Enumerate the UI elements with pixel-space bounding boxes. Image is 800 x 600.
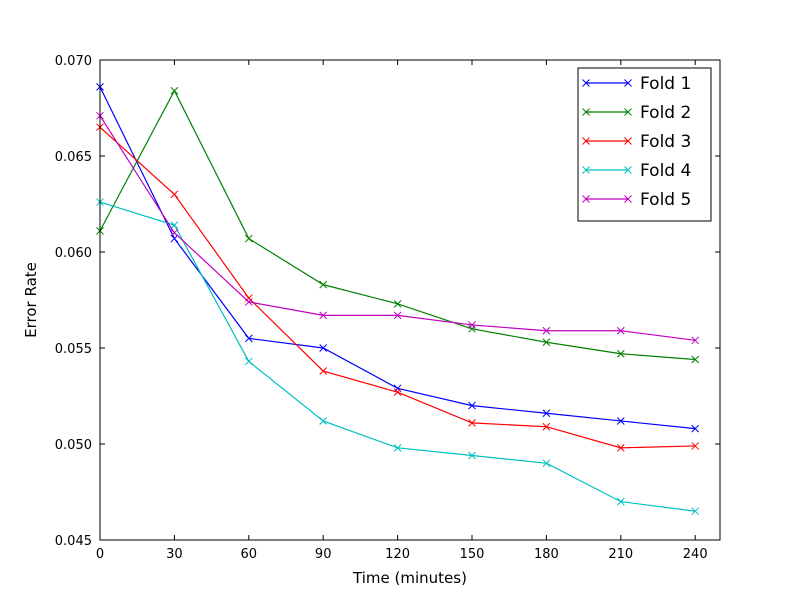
y-tick-label: 0.055: [55, 342, 92, 357]
legend-marker: [624, 79, 632, 87]
legend-marker: [582, 108, 590, 116]
data-point: [244, 357, 253, 366]
legend-entry: Fold 2: [582, 103, 691, 123]
legend-entry: Fold 3: [582, 132, 691, 152]
y-tick-label: 0.070: [55, 54, 92, 69]
legend-marker: [582, 137, 590, 145]
legend-label: Fold 3: [640, 132, 691, 152]
legend: Fold 1 Fold 2 Fold 3 Fold 4 Fold 5: [577, 67, 712, 222]
data-point: [393, 443, 402, 452]
data-point: [468, 419, 476, 427]
legend-entry: Fold 5: [582, 190, 691, 210]
data-point: [393, 384, 402, 393]
data-point: [468, 321, 476, 329]
data-point: [319, 417, 328, 425]
y-tick-label: 0.045: [55, 534, 92, 549]
data-point: [170, 221, 179, 229]
series-1: [96, 83, 700, 433]
x-tick-label: 150: [460, 547, 485, 562]
x-tick-label: 180: [534, 547, 559, 562]
legend-marker: [624, 166, 632, 174]
data-point: [468, 324, 476, 333]
data-point: [170, 228, 179, 237]
series-line: [99, 201, 696, 512]
series-4: [96, 198, 700, 516]
legend-label: Fold 4: [640, 161, 691, 181]
data-point: [691, 507, 700, 516]
series-3: [96, 123, 700, 452]
x-axis: 0 30 60 90 120 150 180 210 240: [96, 60, 708, 562]
data-point: [393, 299, 402, 308]
data-point: [616, 497, 625, 506]
x-tick-label: 30: [166, 547, 183, 562]
data-point: [170, 234, 179, 243]
data-point: [393, 311, 402, 320]
legend-label: Fold 5: [640, 190, 691, 210]
data-point: [468, 401, 476, 410]
data-point: [319, 367, 328, 375]
x-tick-label: 120: [385, 547, 410, 562]
y-axis: 0.045 0.050 0.055 0.060 0.065 0.070: [55, 54, 720, 549]
legend-entry: Fold 1: [582, 74, 691, 94]
data-point: [319, 344, 328, 352]
legend-label: Fold 1: [640, 74, 691, 94]
legend-label: Fold 2: [640, 103, 691, 123]
data-point: [542, 422, 551, 431]
data-point: [691, 442, 700, 450]
legend-marker: [582, 195, 590, 203]
data-point: [244, 294, 253, 302]
data-point: [542, 326, 551, 335]
plot-frame: [99, 59, 721, 541]
data-point: [691, 424, 700, 433]
legend-marker: [624, 108, 632, 116]
data-point: [393, 388, 402, 397]
y-tick-label: 0.050: [55, 438, 92, 453]
data-point: [616, 417, 625, 425]
data-point: [616, 349, 625, 358]
x-axis-label: Time (minutes): [352, 569, 467, 587]
legend-marker: [624, 195, 632, 203]
y-tick-label: 0.065: [55, 150, 92, 165]
data-point: [319, 311, 328, 320]
legend-marker: [582, 166, 590, 174]
x-tick-label: 0: [96, 547, 104, 562]
data-point: [542, 409, 551, 418]
y-axis-label: Error Rate: [22, 262, 40, 338]
series-2: [96, 86, 700, 364]
data-point: [542, 459, 551, 468]
data-point: [468, 451, 476, 460]
x-tick-label: 210: [608, 547, 633, 562]
data-point: [691, 355, 700, 364]
legend-entry: Fold 4: [582, 161, 691, 181]
data-point: [616, 443, 625, 452]
data-point: [616, 326, 625, 335]
data-point: [244, 234, 253, 243]
data-point: [244, 298, 253, 306]
data-point: [542, 338, 551, 347]
x-tick-label: 240: [683, 547, 708, 562]
data-point: [691, 336, 700, 345]
y-tick-label: 0.060: [55, 246, 92, 261]
series-layer: [96, 83, 700, 516]
series-5: [96, 111, 700, 345]
x-tick-label: 60: [241, 547, 258, 562]
legend-marker: [582, 79, 590, 87]
data-point: [319, 280, 328, 289]
data-point: [170, 190, 179, 199]
x-tick-label: 90: [315, 547, 332, 562]
legend-box: [577, 67, 712, 222]
data-point: [244, 334, 253, 343]
data-point: [170, 86, 179, 95]
legend-marker: [624, 137, 632, 145]
